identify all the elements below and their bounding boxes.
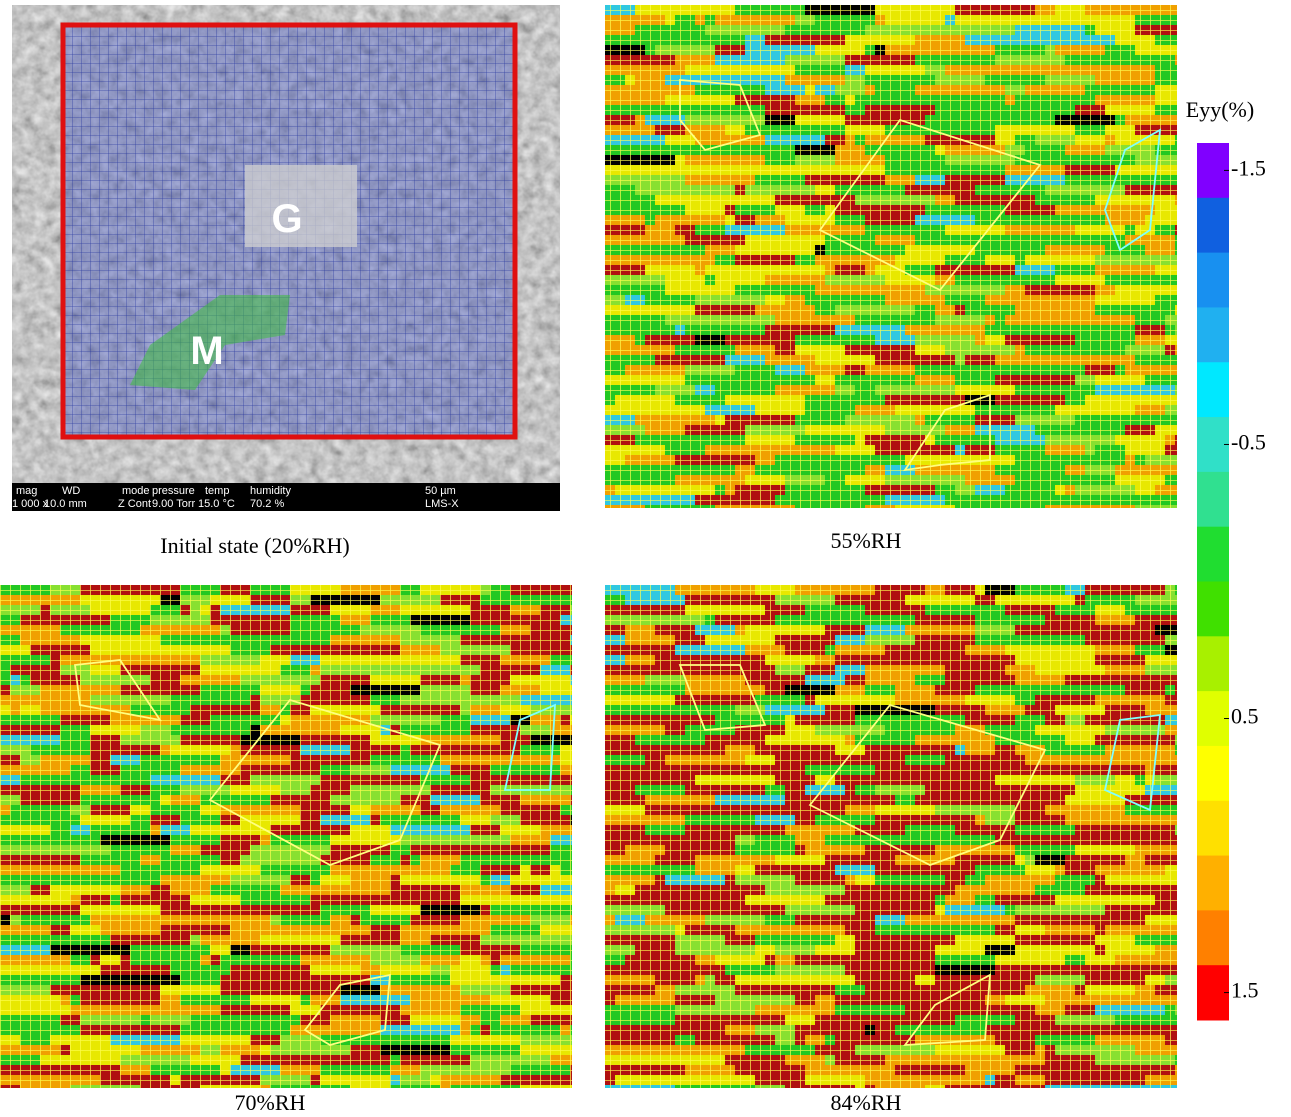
info-header: humidity <box>250 485 291 497</box>
caption: Initial state (20%RH) <box>160 533 349 558</box>
grain-outlines <box>73 79 1162 1047</box>
colorbar: Eyy(%) -1.5 -0.5 0.5 1.5 <box>1186 97 1266 1021</box>
info-header: pressure <box>152 485 195 497</box>
colorbar-segment <box>1197 252 1229 308</box>
colorbar-segment <box>1197 581 1229 637</box>
region-g <box>245 165 357 247</box>
grain-outline <box>808 703 1047 866</box>
grain-outline <box>73 659 162 722</box>
sem-panel: G M mag WD mode pressure temp humidity 50 µm 1 … <box>12 5 560 511</box>
colorbar-tick-label: 1.5 <box>1231 978 1259 1003</box>
info-header: mode <box>122 485 150 497</box>
grain-outline <box>818 118 1042 292</box>
colorbar-tick-label: 0.5 <box>1231 704 1259 729</box>
info-value: 15.0 °C <box>198 498 235 510</box>
colorbar-tick-label: -0.5 <box>1231 430 1266 455</box>
grain-outline <box>208 698 442 866</box>
map-grid <box>605 585 1177 1088</box>
region-m <box>130 295 290 390</box>
strain-map <box>0 585 572 1088</box>
grain-outline <box>303 973 392 1046</box>
colorbar-title: Eyy(%) <box>1186 97 1254 122</box>
info-bar <box>12 483 560 511</box>
info-value: 70.2 % <box>250 498 284 510</box>
label-m: M <box>190 329 223 373</box>
map-grid <box>605 5 1177 508</box>
colorbar-segment <box>1197 855 1229 911</box>
label-g: G <box>271 197 302 241</box>
info-header: temp <box>205 485 229 497</box>
colorbar-segment <box>1197 307 1229 363</box>
info-value: 1 000 x <box>12 498 49 510</box>
colorbar-segment <box>1197 197 1229 254</box>
roi-frame <box>60 22 518 440</box>
colorbar-segment <box>1197 417 1229 473</box>
colorbar-tick-label: -1.5 <box>1231 155 1266 180</box>
colorbar-segment <box>1197 526 1229 582</box>
caption: 55%RH <box>831 528 902 553</box>
colorbar-segment <box>1197 636 1229 692</box>
colorbar-segment <box>1197 745 1229 802</box>
caption: 84%RH <box>831 1090 902 1115</box>
grain-outline <box>503 703 556 791</box>
colorbar-segment <box>1197 965 1229 1021</box>
map-grid <box>0 585 572 1088</box>
strain-map <box>605 585 1177 1088</box>
info-header: WD <box>62 485 80 497</box>
grain-outline <box>1103 713 1162 812</box>
info-header: mag <box>16 485 37 497</box>
grain-outline <box>678 664 767 731</box>
colorbar-segment <box>1197 362 1229 418</box>
grain-outline <box>903 973 992 1047</box>
info-value: Z Cont <box>118 498 151 510</box>
grain-outline <box>1104 128 1162 252</box>
caption: 70%RH <box>235 1090 306 1115</box>
info-value: 9.00 Torr <box>152 498 196 510</box>
colorbar-segment <box>1197 143 1229 199</box>
strain-map <box>605 5 1177 508</box>
info-value: 10.0 mm <box>44 498 87 510</box>
grain-outline <box>903 393 991 472</box>
colorbar-segment <box>1197 800 1229 857</box>
grain-outline <box>679 79 762 152</box>
colorbar-segment <box>1197 691 1229 747</box>
info-header: 50 µm <box>425 485 456 497</box>
info-value: LMS-X <box>425 498 459 510</box>
colorbar-segment <box>1197 471 1229 528</box>
colorbar-segment <box>1197 910 1229 966</box>
